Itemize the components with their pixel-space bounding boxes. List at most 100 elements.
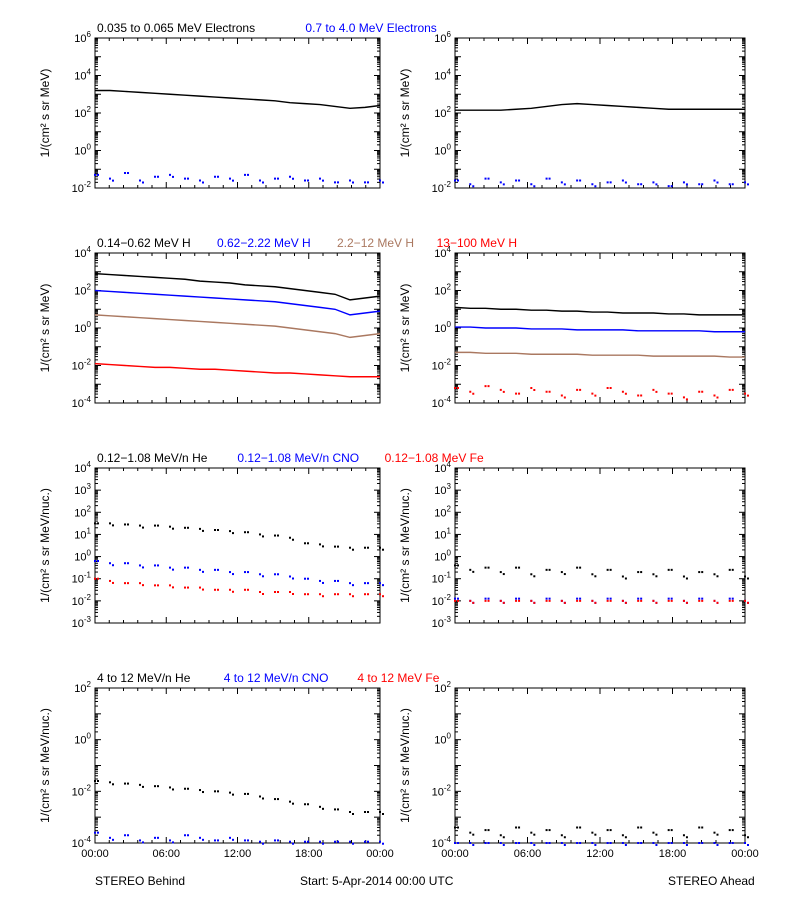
data-point bbox=[127, 172, 129, 174]
data-point bbox=[622, 842, 624, 844]
data-point bbox=[472, 844, 474, 846]
data-point bbox=[454, 598, 456, 600]
data-point bbox=[488, 178, 490, 180]
data-point bbox=[319, 806, 321, 808]
data-point bbox=[564, 602, 566, 604]
data-point bbox=[744, 834, 746, 836]
data-point bbox=[591, 573, 593, 575]
svg-text:102: 102 bbox=[74, 680, 91, 695]
data-point bbox=[668, 185, 670, 187]
data-point bbox=[594, 575, 596, 577]
data-point bbox=[576, 389, 578, 391]
data-point bbox=[732, 569, 734, 571]
data-point bbox=[109, 580, 111, 582]
data-point bbox=[304, 542, 306, 544]
svg-text:10-3: 10-3 bbox=[432, 615, 452, 630]
data-point bbox=[518, 827, 520, 829]
data-point bbox=[364, 593, 366, 595]
data-point bbox=[247, 531, 249, 533]
data-point bbox=[469, 183, 471, 185]
data-point bbox=[322, 595, 324, 597]
data-point bbox=[503, 391, 505, 393]
data-point bbox=[655, 575, 657, 577]
data-point bbox=[500, 181, 502, 183]
svg-text:10-4: 10-4 bbox=[72, 395, 92, 410]
data-point bbox=[307, 180, 309, 182]
data-point bbox=[214, 790, 216, 792]
data-point bbox=[199, 180, 201, 182]
data-point bbox=[469, 600, 471, 602]
data-point bbox=[349, 841, 351, 843]
data-point bbox=[518, 600, 520, 602]
data-point bbox=[202, 791, 204, 793]
svg-text:100: 100 bbox=[74, 143, 91, 158]
data-point bbox=[364, 841, 366, 843]
data-point bbox=[244, 793, 246, 795]
data-point bbox=[729, 183, 731, 185]
data-point bbox=[564, 844, 566, 846]
data-point bbox=[469, 569, 471, 571]
data-point bbox=[244, 571, 246, 573]
data-point bbox=[594, 844, 596, 846]
data-point bbox=[202, 589, 204, 591]
data-point bbox=[232, 573, 234, 575]
data-point bbox=[367, 811, 369, 813]
data-point bbox=[668, 600, 670, 602]
data-point bbox=[533, 602, 535, 604]
data-point bbox=[744, 842, 746, 844]
data-point bbox=[515, 567, 517, 569]
data-point bbox=[640, 571, 642, 573]
data-point bbox=[214, 589, 216, 591]
svg-text:10-2: 10-2 bbox=[72, 358, 92, 373]
data-series bbox=[95, 315, 380, 338]
data-point bbox=[591, 832, 593, 834]
data-point bbox=[382, 843, 384, 845]
data-point bbox=[382, 182, 384, 184]
data-point bbox=[561, 571, 563, 573]
x-tick-label: 18:00 bbox=[659, 848, 687, 860]
data-point bbox=[500, 842, 502, 844]
svg-text:104: 104 bbox=[74, 68, 91, 83]
data-point bbox=[169, 567, 171, 569]
data-point bbox=[217, 529, 219, 531]
data-point bbox=[214, 529, 216, 531]
svg-text:100: 100 bbox=[434, 143, 451, 158]
data-point bbox=[274, 178, 276, 180]
data-point bbox=[217, 589, 219, 591]
data-point bbox=[546, 178, 548, 180]
data-point bbox=[515, 600, 517, 602]
data-point bbox=[622, 391, 624, 393]
data-point bbox=[109, 522, 111, 524]
figure-root: { "figure": { "width": 800, "height": 90… bbox=[0, 0, 800, 900]
data-point bbox=[686, 602, 688, 604]
data-point bbox=[307, 803, 309, 805]
x-tick-label: 12:00 bbox=[586, 848, 614, 860]
data-point bbox=[124, 523, 126, 525]
data-point bbox=[701, 183, 703, 185]
data-point bbox=[169, 174, 171, 176]
data-point bbox=[518, 567, 520, 569]
data-point bbox=[109, 562, 111, 564]
data-point bbox=[640, 827, 642, 829]
data-point bbox=[485, 829, 487, 831]
data-point bbox=[637, 395, 639, 397]
data-point bbox=[454, 600, 456, 602]
data-point bbox=[518, 393, 520, 395]
data-point bbox=[668, 842, 670, 844]
data-point bbox=[652, 600, 654, 602]
data-point bbox=[157, 525, 159, 527]
data-point bbox=[594, 834, 596, 836]
data-point bbox=[244, 531, 246, 533]
data-point bbox=[576, 567, 578, 569]
data-point bbox=[319, 543, 321, 545]
data-point bbox=[579, 567, 581, 569]
data-point bbox=[652, 842, 654, 844]
svg-text:100: 100 bbox=[74, 320, 91, 335]
data-point bbox=[292, 593, 294, 595]
data-point bbox=[503, 844, 505, 846]
data-point bbox=[247, 793, 249, 795]
data-point bbox=[594, 602, 596, 604]
data-point bbox=[307, 578, 309, 580]
data-point bbox=[127, 582, 129, 584]
data-point bbox=[337, 580, 339, 582]
